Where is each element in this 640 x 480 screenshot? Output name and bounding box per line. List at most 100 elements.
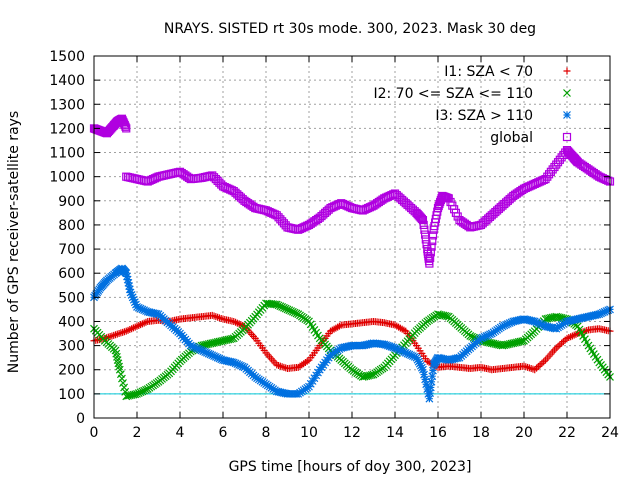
data-point: [414, 357, 423, 366]
data-point: [127, 290, 136, 299]
data-point: [314, 368, 322, 377]
data-point: [305, 382, 313, 391]
series-3: [89, 114, 615, 268]
data-point: [142, 307, 150, 315]
y-tick-label: 900: [58, 194, 85, 210]
data-point: [418, 216, 428, 225]
data-point: [383, 341, 392, 350]
legend: I1: SZA < 70 I2: 70 <= SZA <= 110 I3: SZA …: [373, 64, 572, 146]
data-point: [415, 359, 424, 368]
data-point: [429, 366, 437, 375]
data-point: [419, 220, 428, 230]
data-point: [537, 320, 546, 329]
y-tick-label: 100: [58, 387, 85, 403]
data-point: [126, 288, 135, 297]
data-point: [505, 319, 514, 328]
y-tick-label: 400: [58, 314, 85, 330]
x-tick-label: 24: [601, 425, 619, 441]
data-point: [502, 320, 511, 329]
data-point: [123, 275, 132, 284]
data-point: [478, 333, 487, 342]
x-tick-label: 20: [515, 425, 533, 441]
data-point: [507, 318, 516, 327]
legend-marker: [563, 67, 571, 75]
data-point: [532, 318, 541, 327]
data-point: [595, 310, 604, 319]
legend-label: global: [490, 130, 533, 146]
x-tick-label: 4: [176, 425, 185, 441]
data-point: [426, 389, 435, 397]
data-point: [425, 259, 434, 268]
data-point: [199, 347, 208, 356]
legend-marker: [562, 132, 572, 142]
data-point: [604, 306, 613, 315]
legend-marker: [563, 111, 571, 119]
data-point: [122, 124, 131, 133]
data-point: [416, 361, 425, 370]
data-point: [380, 340, 389, 349]
x-tick-label: 10: [300, 425, 318, 441]
data-point: [486, 330, 494, 339]
data-point: [306, 379, 315, 388]
data-point: [138, 305, 147, 314]
y-tick-label: 700: [58, 242, 85, 258]
data-point: [308, 377, 317, 385]
y-tick-label: 0: [76, 411, 85, 427]
data-point: [480, 332, 489, 341]
x-tick-label: 0: [90, 425, 99, 441]
data-point: [602, 307, 611, 315]
data-point: [401, 348, 410, 357]
data-point: [426, 253, 435, 263]
data-point: [405, 350, 414, 359]
data-point: [424, 389, 433, 398]
data-point: [215, 354, 224, 363]
data-point: [387, 342, 396, 351]
legend-label: I3: SZA > 110: [435, 108, 533, 124]
data-point: [389, 343, 398, 352]
data-point: [228, 334, 236, 343]
data-point: [231, 359, 240, 368]
data-point: [142, 385, 150, 394]
data-point: [503, 319, 512, 328]
data-point: [407, 351, 416, 360]
legend-label: I1: SZA < 70: [444, 64, 533, 80]
data-point: [604, 176, 613, 185]
data-point: [443, 312, 451, 321]
data-point: [484, 331, 493, 340]
data-point: [417, 214, 426, 223]
data-point: [202, 348, 211, 357]
x-tick-label: 22: [558, 425, 576, 441]
data-point: [129, 295, 138, 304]
x-axis-label: GPS time [hours of doy 300, 2023]: [229, 459, 472, 475]
data-point: [403, 349, 412, 358]
y-tick-label: 600: [58, 266, 85, 282]
data-point: [211, 352, 220, 361]
data-point: [477, 334, 485, 343]
data-point: [425, 394, 434, 403]
data-point: [206, 350, 215, 359]
data-point: [217, 355, 226, 364]
data-point: [396, 346, 405, 355]
series-2: [90, 264, 614, 403]
data-point: [498, 322, 507, 331]
data-point: [500, 321, 509, 330]
data-point: [124, 278, 133, 287]
data-point: [188, 342, 197, 351]
y-tick-label: 500: [58, 290, 85, 306]
data-point: [598, 308, 607, 317]
y-axis-label: Number of GPS receiver-satellite rays: [6, 111, 22, 373]
data-point: [423, 385, 432, 393]
data-point: [391, 344, 399, 352]
data-point: [130, 298, 139, 307]
x-tick-label: 6: [219, 425, 228, 441]
data-point: [427, 242, 436, 251]
x-axis-ticks: 0 2 4 6 8 10 12 14 16 18 20 22 24: [90, 56, 619, 441]
y-tick-label: 1500: [49, 49, 85, 65]
data-point: [312, 371, 321, 380]
data-point: [235, 360, 244, 369]
data-point: [210, 352, 218, 360]
data-point: [193, 344, 202, 353]
data-point: [229, 358, 238, 367]
data-point: [134, 303, 143, 312]
